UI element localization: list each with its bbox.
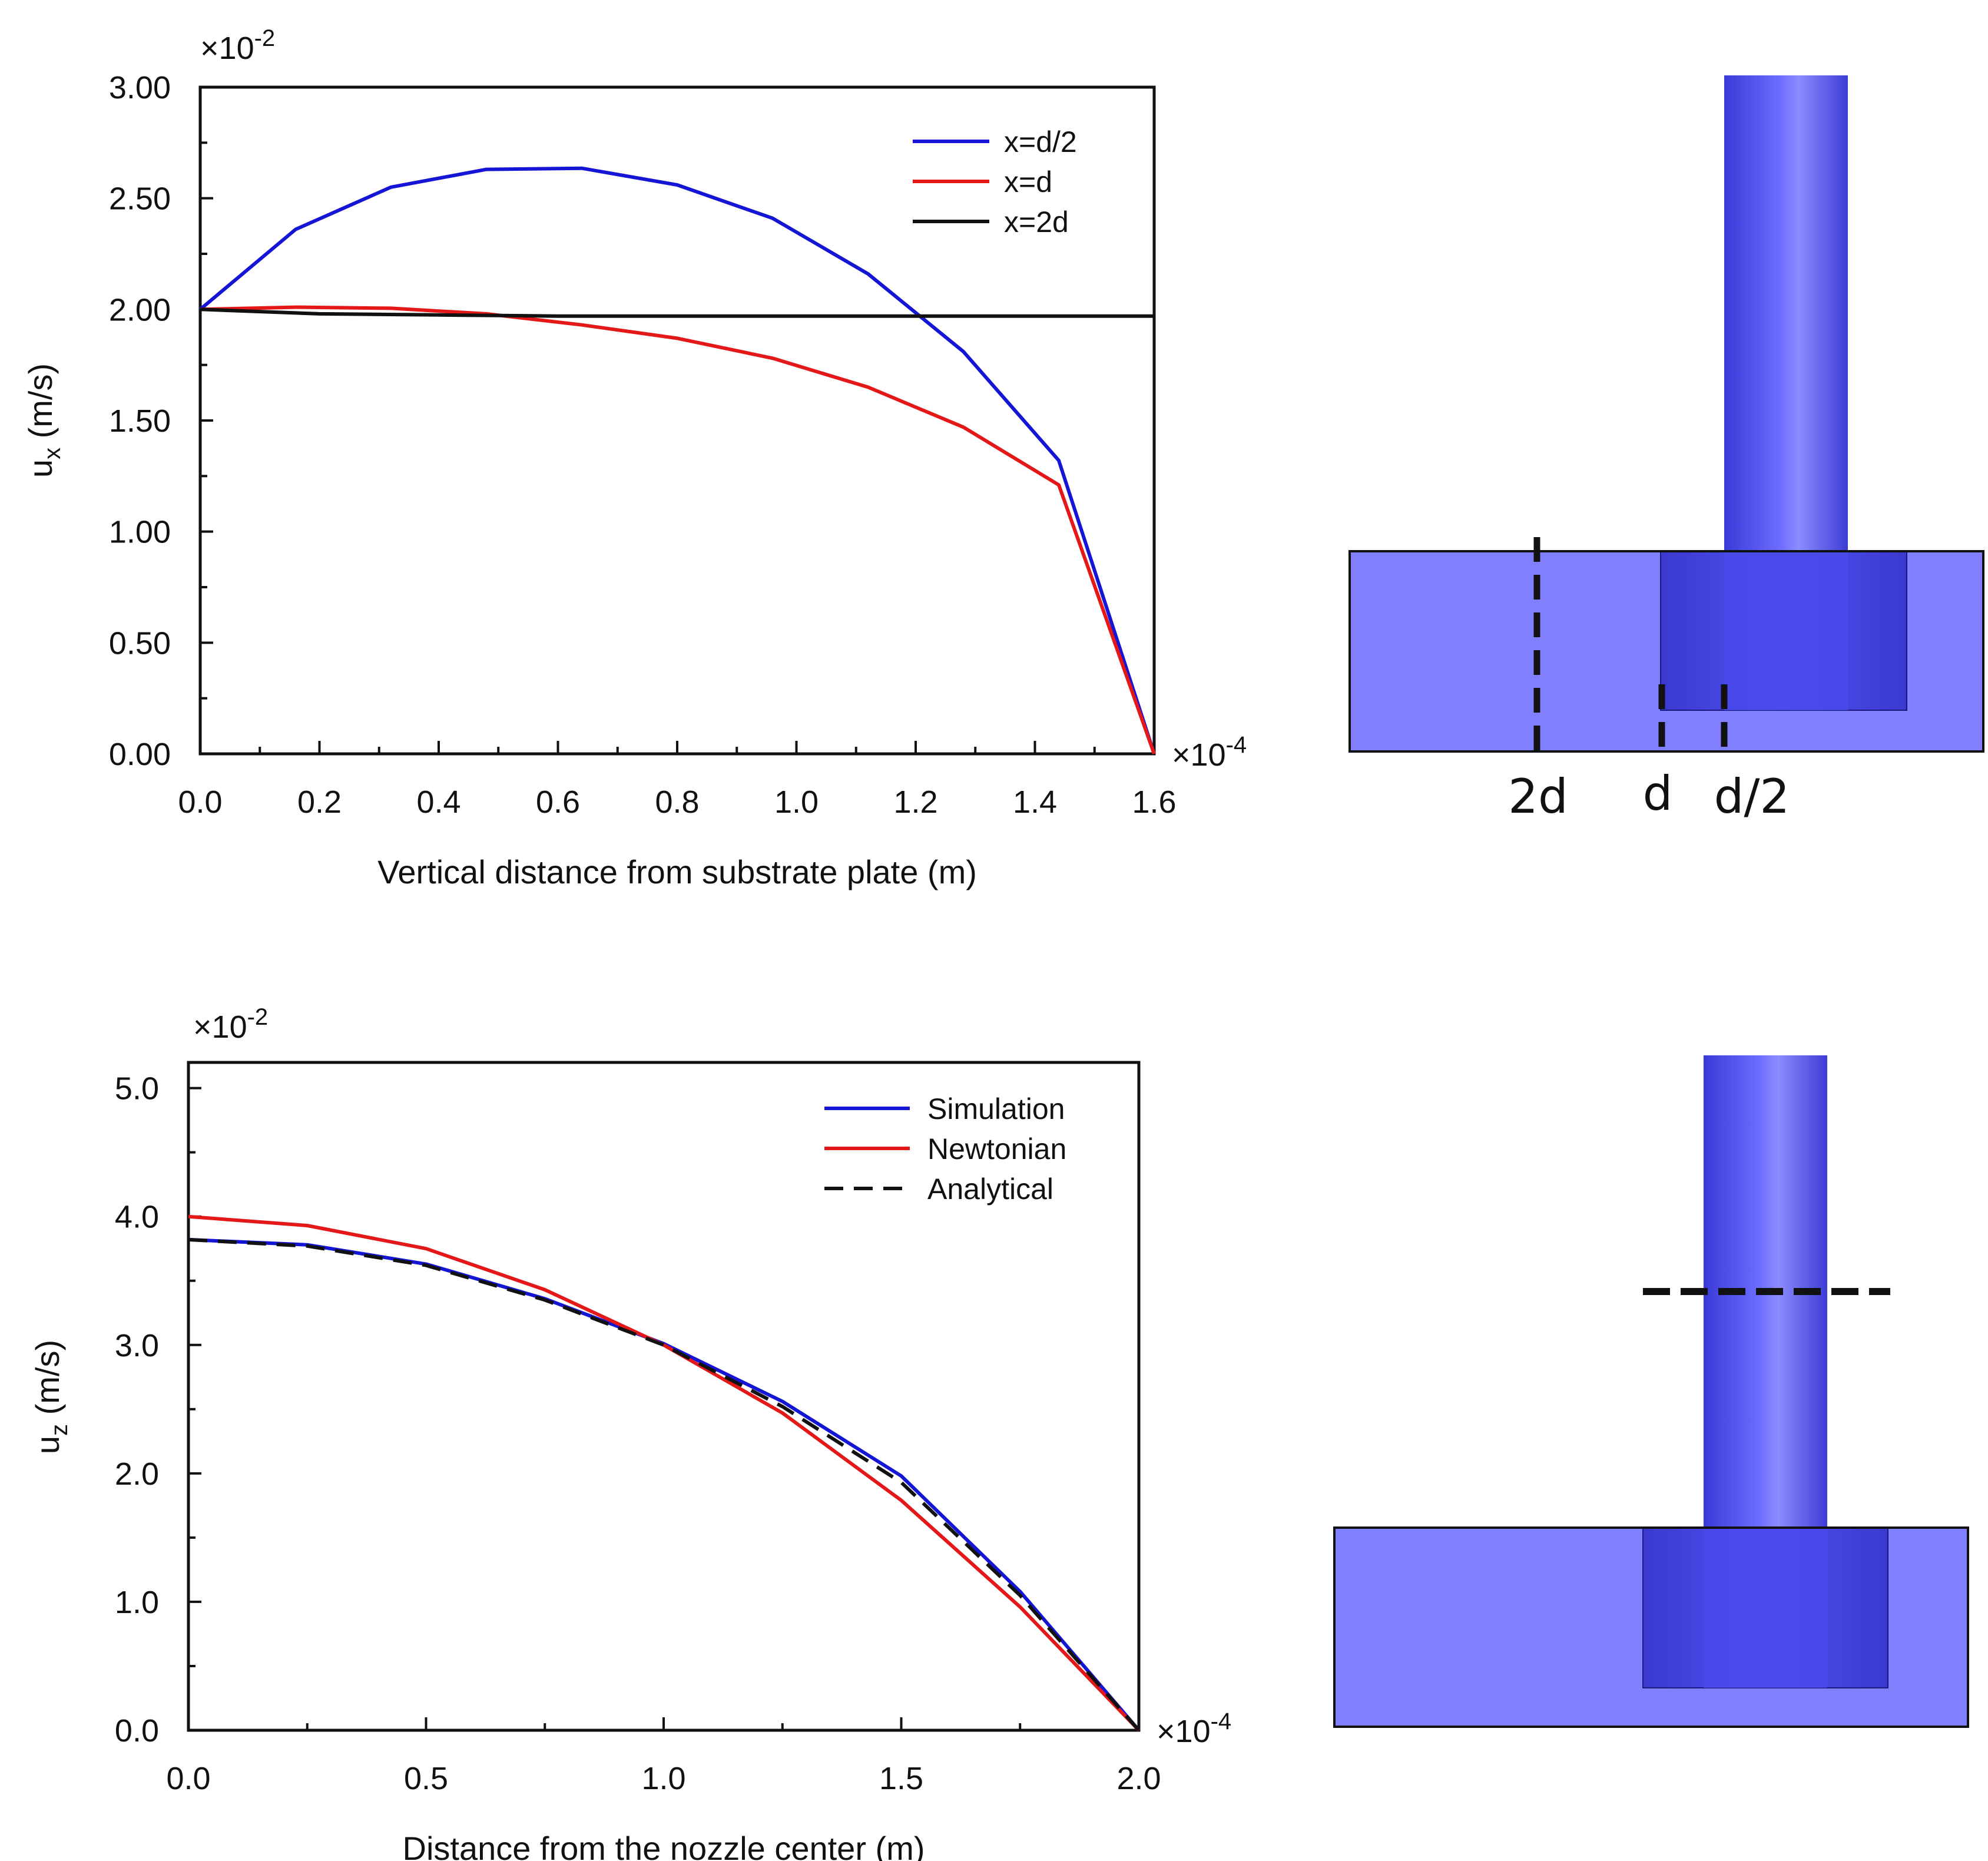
series-lines	[199, 166, 1156, 755]
label-d: d	[1643, 766, 1673, 821]
label-d-half: d/2	[1714, 769, 1790, 824]
legend-label-xd: x=d	[1004, 165, 1052, 198]
x-tick-label: 1.0	[641, 1761, 685, 1796]
chart-uz-profile: 0.0 0.5 1.0 1.5 2.0 0.0 1.0 2.0 3.0 4.0 5.0 ×10-2…	[29, 1004, 1231, 1861]
y-tick-label: 4.0	[115, 1200, 159, 1235]
y-tick-label: 2.0	[115, 1456, 159, 1492]
y-ticks-2: 0.0 1.0 2.0 3.0 4.0 5.0	[115, 1071, 201, 1749]
series-line-x-2d	[200, 307, 1154, 318]
y-tick-label: 1.0	[115, 1585, 159, 1620]
y-tick-label: 1.50	[109, 403, 171, 439]
series-line-analytical	[188, 1237, 1141, 1731]
series-lines-2	[188, 1214, 1141, 1732]
y-axis-title: ux (m/s)	[22, 363, 65, 478]
y-tick-label: 1.00	[109, 515, 171, 550]
x-tick-label: 1.4	[1013, 784, 1057, 820]
x-tick-label: 0.4	[416, 784, 460, 820]
x-tick-label: 0.2	[297, 784, 342, 820]
legend-label-analytical: Analytical	[927, 1173, 1053, 1206]
series-line-newtonian	[188, 1214, 1141, 1732]
x-axis-title-2: Distance from the nozzle center (m)	[403, 1830, 925, 1861]
x-tick-label: 1.0	[774, 784, 819, 820]
x-tick-label: 0.0	[166, 1761, 210, 1796]
x-tick-label: 2.0	[1116, 1761, 1161, 1796]
y-multiplier: ×10-2	[200, 25, 275, 66]
series-line-x-d-2	[199, 166, 1156, 754]
legend-2: Simulation Newtonian Analytical	[824, 1092, 1066, 1206]
y-tick-label: 3.00	[109, 70, 171, 105]
legend-label-x2d: x=2d	[1004, 206, 1069, 239]
x-ticks: 0.0 0.2 0.4 0.6 0.8 1.0 1.2 1.4 1.6	[178, 741, 1177, 820]
x-tick-label: 1.6	[1132, 784, 1176, 820]
y-ticks: 0.00 0.50 1.00 1.50 2.00 2.50 3.00	[109, 70, 213, 772]
x-tick-label: 0.5	[404, 1761, 448, 1796]
x-ticks-2: 0.0 0.5 1.0 1.5 2.0	[166, 1717, 1161, 1796]
label-2d: 2d	[1508, 769, 1568, 824]
x-tick-label: 1.5	[879, 1761, 923, 1796]
legend-label-simulation: Simulation	[927, 1092, 1065, 1125]
y-multiplier-2: ×10-2	[193, 1004, 268, 1045]
y-tick-label: 2.50	[109, 181, 171, 217]
legend-label-xd2: x=d/2	[1004, 125, 1077, 158]
y-tick-label: 0.0	[115, 1713, 159, 1749]
chart-ux-profile: 0.0 0.2 0.4 0.6 0.8 1.0 1.2 1.4 1.6 0.00 0.50 1.00…	[22, 25, 1247, 890]
x-multiplier: ×10-4	[1172, 732, 1247, 773]
series-line-x-d	[200, 305, 1156, 755]
y-tick-label: 0.50	[109, 625, 171, 661]
nozzle-diagram-bottom	[1333, 1055, 1969, 1728]
y-tick-label: 0.00	[109, 737, 171, 772]
nozzle-shaft	[1724, 75, 1848, 551]
legend-label-newtonian: Newtonian	[927, 1133, 1066, 1165]
x-tick-label: 0.0	[178, 784, 222, 820]
nozzle-core-2	[1704, 1528, 1827, 1688]
nozzle-core	[1724, 551, 1848, 710]
x-axis-title: Vertical distance from substrate plate (…	[377, 853, 977, 890]
x-tick-label: 1.2	[893, 784, 937, 820]
legend: x=d/2 x=d x=2d	[913, 125, 1077, 239]
nozzle-diagram-top: 2d d d/2	[1348, 75, 1984, 824]
y-tick-label: 5.0	[115, 1071, 159, 1107]
y-tick-label: 3.0	[115, 1328, 159, 1363]
y-tick-label: 2.00	[109, 292, 171, 327]
x-tick-label: 0.8	[655, 784, 699, 820]
x-tick-label: 0.6	[536, 784, 580, 820]
x-multiplier-2: ×10-4	[1157, 1708, 1231, 1749]
series-line-simulation	[188, 1237, 1141, 1731]
y-axis-title-2: uz (m/s)	[29, 1340, 72, 1454]
